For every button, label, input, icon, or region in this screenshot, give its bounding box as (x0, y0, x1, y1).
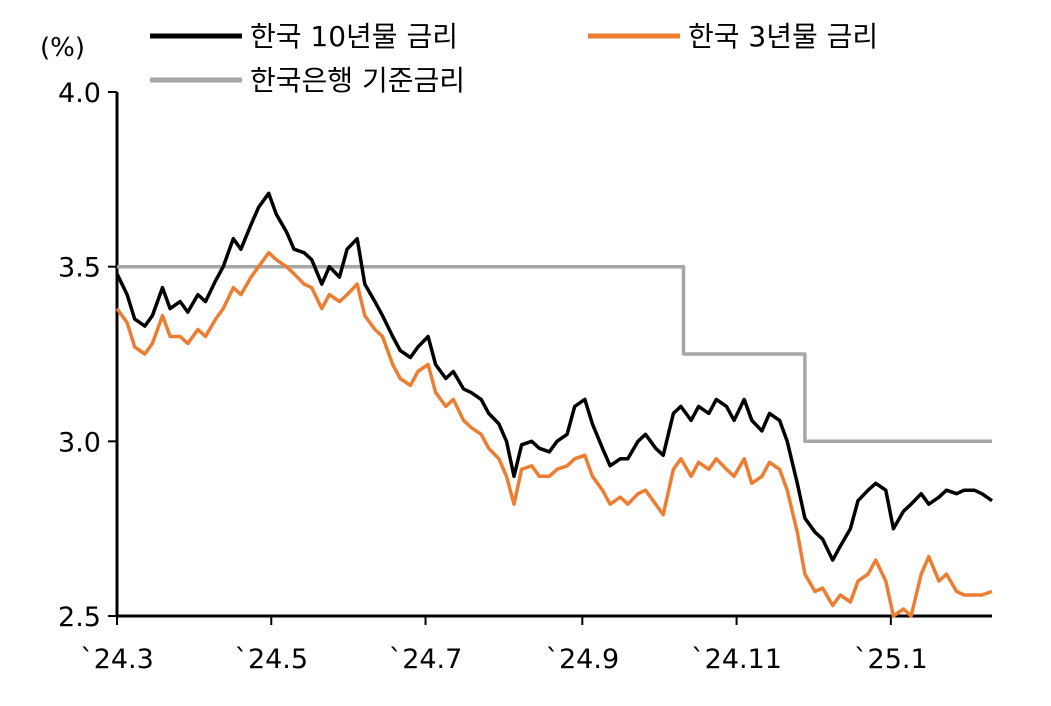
x-tick-label: `24.11 (691, 644, 782, 675)
y-tick-label: 3.0 (58, 427, 101, 458)
legend-item-3y: 한국 3년물 금리 (588, 20, 878, 53)
x-tick-label: `24.7 (389, 644, 463, 675)
x-tick-label: `25.1 (854, 644, 928, 675)
series-line-10y (115, 191, 993, 562)
y-unit-label: (%) (40, 33, 85, 63)
legend-item-10y: 한국 10년물 금리 (150, 20, 458, 53)
x-tick-label: `24.3 (80, 644, 154, 675)
y-tick-label: 4.0 (58, 78, 101, 109)
legend-label: 한국은행 기준금리 (250, 64, 465, 97)
legend-label: 한국 3년물 금리 (688, 20, 878, 53)
legend-item-base-rate: 한국은행 기준금리 (150, 64, 465, 97)
axes: 4.0 3.5 3.0 2.5 `24.3 `24.5 `24.7 `24.9 `24.11 `2… (58, 78, 992, 675)
y-tick-label: 2.5 (58, 602, 101, 633)
series-line-3y (115, 250, 993, 618)
x-tick-label: `24.5 (234, 644, 308, 675)
series-line-base-rate (117, 264, 992, 444)
x-tick-label: `24.9 (546, 644, 620, 675)
series-lines (115, 191, 993, 618)
legend-label: 한국 10년물 금리 (250, 20, 458, 53)
y-tick-label: 3.5 (58, 253, 101, 284)
